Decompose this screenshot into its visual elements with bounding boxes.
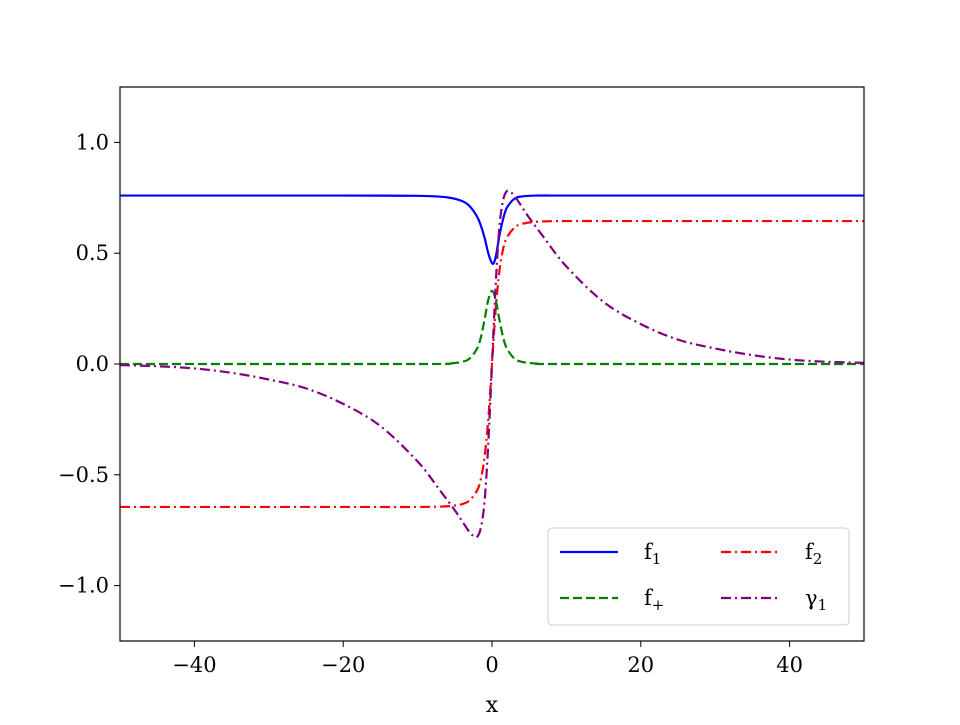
y-axis: −1.0 −0.5 0.0 0.5 1.0 xyxy=(58,130,120,598)
series-line-gamma1 xyxy=(120,189,864,539)
x-tick-label: −40 xyxy=(172,653,216,677)
legend-frame xyxy=(547,527,850,626)
y-tick-label: −1.0 xyxy=(58,574,109,598)
x-tick-label: 0 xyxy=(485,653,498,677)
series-line-fplus xyxy=(120,289,864,366)
x-tick-label: 40 xyxy=(776,653,803,677)
y-tick-label: 0.5 xyxy=(76,241,109,265)
series-layer xyxy=(120,189,864,539)
y-tick-label: 1.0 xyxy=(76,130,109,154)
y-tick-label: −0.5 xyxy=(58,463,109,487)
x-tick-label: −20 xyxy=(321,653,365,677)
series-line-f2 xyxy=(120,219,864,509)
y-tick-label: 0.0 xyxy=(76,352,109,376)
x-tick-label: 20 xyxy=(627,653,654,677)
x-axis: −40 −20 0 20 40 xyxy=(172,641,803,677)
series-line-f1 xyxy=(120,194,864,265)
x-axis-label: x xyxy=(486,693,499,718)
